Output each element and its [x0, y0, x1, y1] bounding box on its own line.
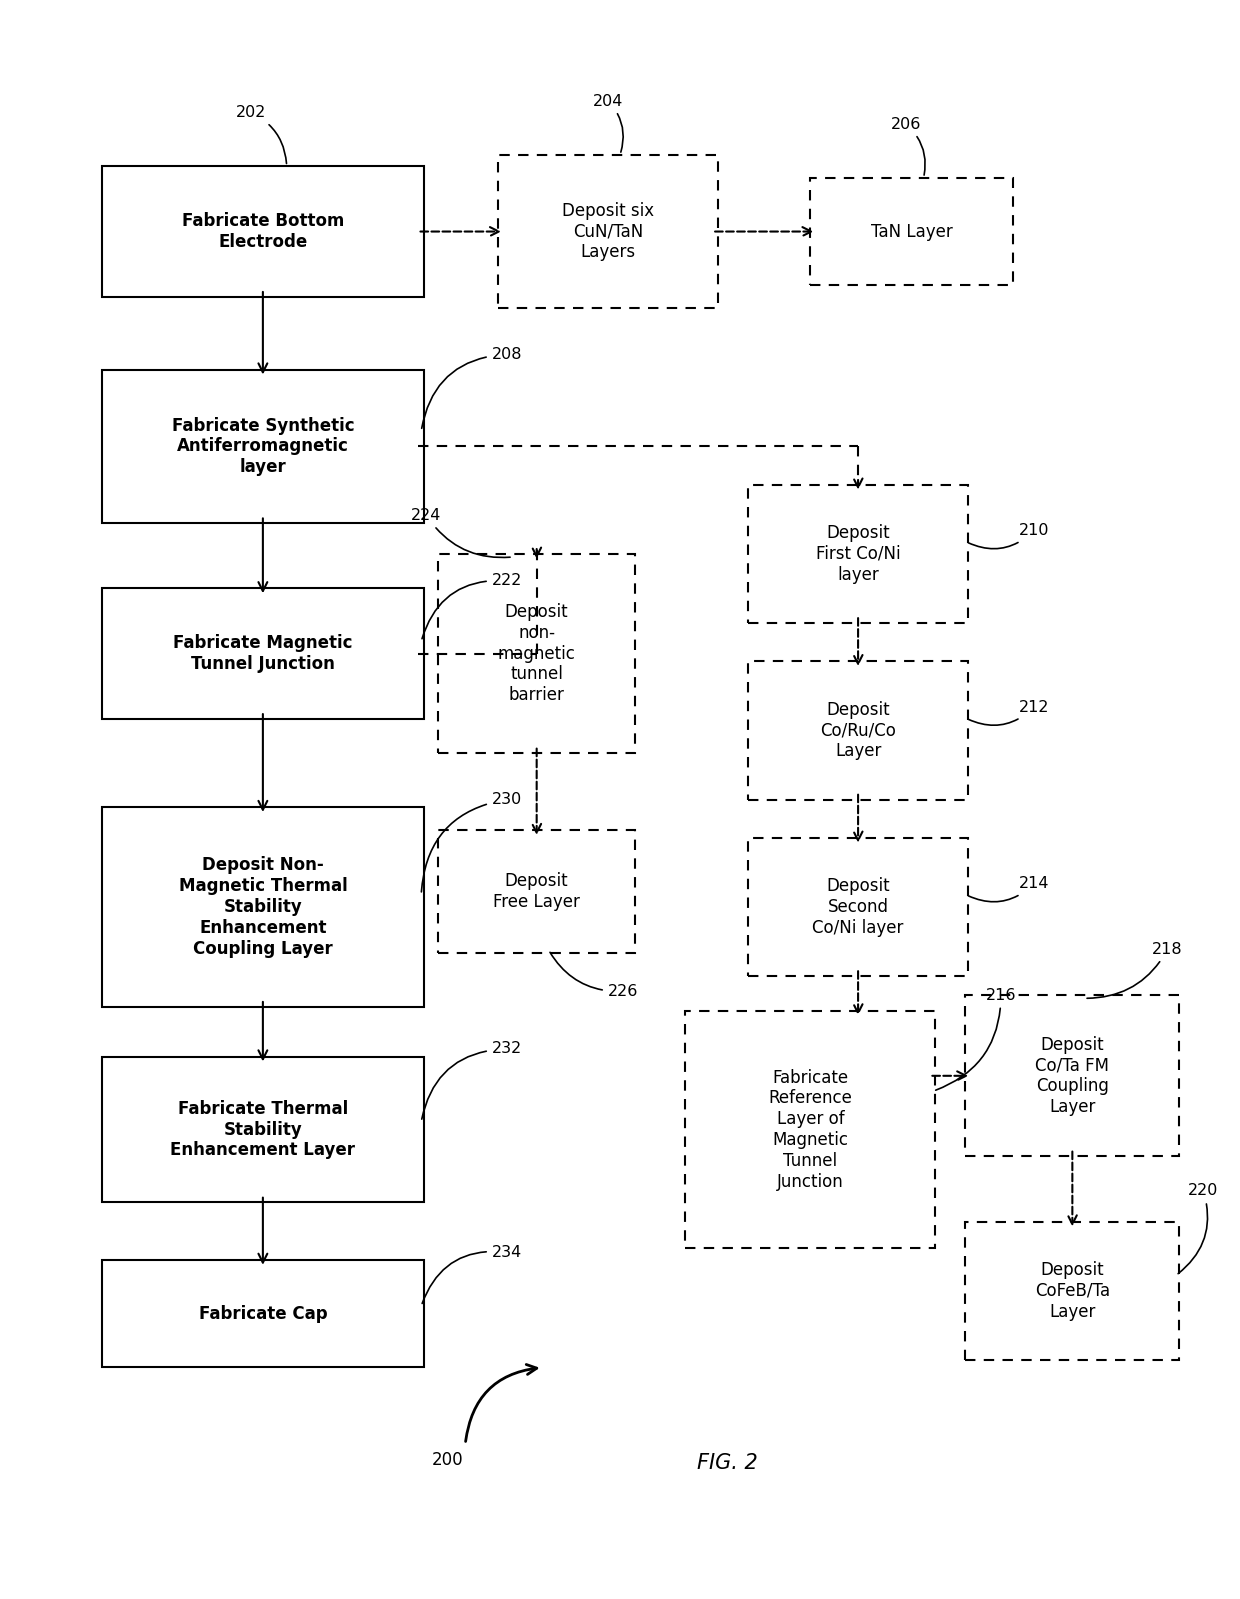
Text: Deposit
First Co/Ni
layer: Deposit First Co/Ni layer	[816, 524, 900, 584]
FancyBboxPatch shape	[965, 995, 1179, 1156]
Text: 224: 224	[412, 508, 510, 558]
Text: 226: 226	[551, 953, 639, 999]
Text: Deposit
Co/Ta FM
Coupling
Layer: Deposit Co/Ta FM Coupling Layer	[1035, 1036, 1110, 1116]
FancyBboxPatch shape	[439, 830, 635, 953]
FancyBboxPatch shape	[102, 166, 424, 297]
FancyBboxPatch shape	[748, 484, 968, 624]
Text: 214: 214	[968, 876, 1049, 902]
Text: 204: 204	[593, 94, 624, 152]
Text: Deposit
non-
magnetic
tunnel
barrier: Deposit non- magnetic tunnel barrier	[497, 603, 575, 704]
Text: 200: 200	[432, 1450, 464, 1468]
FancyBboxPatch shape	[748, 838, 968, 975]
Text: Fabricate Bottom
Electrode: Fabricate Bottom Electrode	[182, 213, 343, 251]
Text: Deposit
Second
Co/Ni layer: Deposit Second Co/Ni layer	[812, 878, 904, 937]
FancyBboxPatch shape	[748, 662, 968, 800]
Text: Fabricate Thermal
Stability
Enhancement Layer: Fabricate Thermal Stability Enhancement …	[170, 1100, 356, 1159]
FancyBboxPatch shape	[102, 588, 424, 720]
Text: FIG. 2: FIG. 2	[697, 1452, 758, 1473]
Text: Deposit six
CuN/TaN
Layers: Deposit six CuN/TaN Layers	[562, 201, 655, 261]
Text: 234: 234	[422, 1246, 522, 1303]
Text: Deposit
Free Layer: Deposit Free Layer	[494, 871, 580, 911]
FancyBboxPatch shape	[811, 177, 1013, 285]
Text: 232: 232	[422, 1041, 522, 1119]
Text: 210: 210	[968, 523, 1049, 548]
Text: 218: 218	[1087, 942, 1183, 998]
Text: 222: 222	[422, 574, 522, 638]
Text: Fabricate Synthetic
Antiferromagnetic
layer: Fabricate Synthetic Antiferromagnetic la…	[171, 417, 355, 477]
FancyBboxPatch shape	[102, 1057, 424, 1202]
Text: Deposit Non-
Magnetic Thermal
Stability
Enhancement
Coupling Layer: Deposit Non- Magnetic Thermal Stability …	[179, 857, 347, 958]
FancyBboxPatch shape	[439, 553, 635, 753]
Text: 230: 230	[422, 792, 522, 892]
Text: 206: 206	[890, 117, 925, 174]
Text: Fabricate Cap: Fabricate Cap	[198, 1305, 327, 1322]
Text: 208: 208	[422, 347, 522, 429]
FancyBboxPatch shape	[686, 1011, 935, 1249]
FancyBboxPatch shape	[102, 1260, 424, 1367]
Text: 212: 212	[968, 700, 1049, 726]
Text: 216: 216	[936, 988, 1016, 1091]
FancyBboxPatch shape	[102, 807, 424, 1007]
Text: Fabricate Magnetic
Tunnel Junction: Fabricate Magnetic Tunnel Junction	[174, 635, 352, 673]
Text: 202: 202	[236, 106, 286, 163]
Text: TaN Layer: TaN Layer	[870, 222, 952, 240]
Text: Deposit
CoFeB/Ta
Layer: Deposit CoFeB/Ta Layer	[1035, 1262, 1110, 1321]
Text: Deposit
Co/Ru/Co
Layer: Deposit Co/Ru/Co Layer	[820, 700, 897, 760]
Text: Fabricate
Reference
Layer of
Magnetic
Tunnel
Junction: Fabricate Reference Layer of Magnetic Tu…	[769, 1068, 852, 1191]
FancyBboxPatch shape	[498, 155, 718, 309]
Text: 220: 220	[1178, 1183, 1219, 1274]
FancyBboxPatch shape	[965, 1222, 1179, 1359]
FancyBboxPatch shape	[102, 369, 424, 523]
